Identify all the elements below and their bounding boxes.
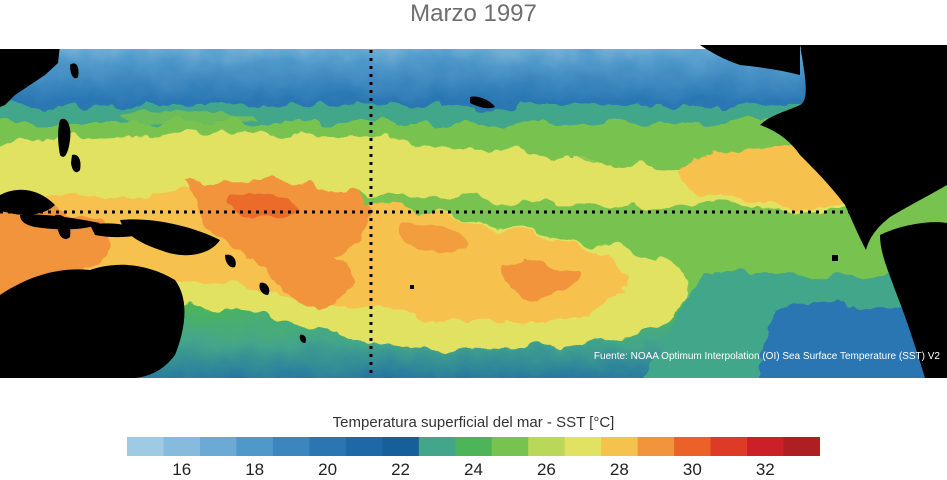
- colorbar-tick-label: 22: [391, 460, 410, 479]
- colorbar-tick-label: 20: [318, 460, 338, 479]
- colorbar-swatch: [564, 437, 602, 456]
- colorbar-tick-label: 24: [464, 460, 483, 479]
- colorbar-swatch: [199, 437, 237, 456]
- colorbar-swatch: [309, 437, 347, 456]
- colorbar-swatch: [710, 437, 748, 456]
- colorbar-swatch: [637, 437, 675, 456]
- colorbar-swatch: [163, 437, 201, 456]
- sst-texture: [120, 110, 660, 252]
- colorbar-tick-label: 16: [172, 460, 192, 479]
- colorbar-swatch: [382, 437, 420, 456]
- sst-map: Fuente: NOAA Optimum Interpolation (OI) …: [0, 45, 947, 378]
- colorbar-swatch: [455, 437, 493, 456]
- colorbar-tick-label: 30: [682, 460, 702, 479]
- colorbar-title: Temperatura superficial del mar - SST [°…: [332, 414, 615, 431]
- source-note: Fuente: NOAA Optimum Interpolation (OI) …: [594, 351, 941, 362]
- colorbar-swatch: [674, 437, 712, 456]
- colorbar-swatch: [601, 437, 639, 456]
- map-title: Marzo 1997: [410, 0, 537, 27]
- colorbar-tick-label: 18: [245, 460, 265, 479]
- colorbar-tick-label: 28: [609, 460, 629, 479]
- colorbar-swatch: [236, 437, 274, 456]
- colorbar-ticks: 16 18 20 22 24 26 28 30 32: [0, 460, 947, 480]
- colorbar-swatch: [491, 437, 529, 456]
- colorbar-swatch: [272, 437, 310, 456]
- colorbar-tick-label: 26: [536, 460, 556, 479]
- colorbar-swatch: [127, 437, 164, 456]
- colorbar: [127, 437, 820, 456]
- colorbar-swatch: [783, 437, 820, 456]
- colorbar-swatch: [528, 437, 566, 456]
- land-masses: [0, 45, 947, 378]
- reference-lines: [0, 50, 880, 375]
- colorbar-tick-label: 32: [755, 460, 775, 479]
- colorbar-swatch: [418, 437, 456, 456]
- colorbar-swatch: [345, 437, 383, 456]
- colorbar-swatch: [747, 437, 785, 456]
